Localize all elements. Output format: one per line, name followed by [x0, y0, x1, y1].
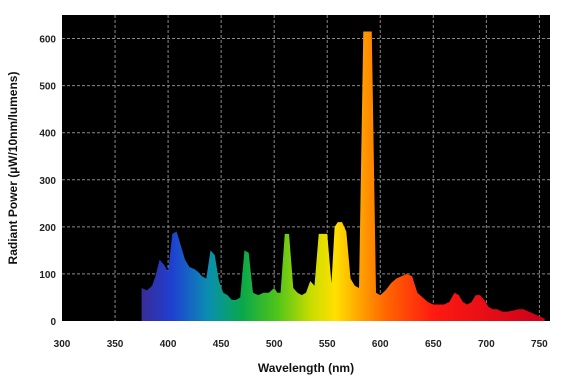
x-tick-label: 450 [213, 339, 230, 350]
y-tick-label: 100 [39, 270, 56, 281]
x-tick-label: 600 [372, 339, 389, 350]
x-tick-label: 700 [478, 339, 495, 350]
x-tick-labels: 300 350 400 450 500 550 600 650 700 750 [54, 339, 549, 350]
x-tick-label: 300 [54, 339, 71, 350]
x-axis-title: Wavelength (nm) [258, 361, 354, 375]
y-tick-label: 0 [50, 317, 56, 328]
y-tick-label: 300 [39, 176, 56, 187]
y-tick-label: 200 [39, 223, 56, 234]
x-tick-label: 500 [266, 339, 283, 350]
x-tick-label: 750 [531, 339, 548, 350]
x-tick-label: 550 [319, 339, 336, 350]
x-tick-label: 350 [107, 339, 124, 350]
spectrum-area [141, 31, 545, 321]
y-tick-label: 600 [39, 35, 56, 46]
plot-background [62, 15, 550, 321]
gridlines [62, 15, 550, 321]
x-tick-label: 650 [425, 339, 442, 350]
y-tick-label: 400 [39, 129, 56, 140]
y-tick-labels: 0 100 200 300 400 500 600 [39, 35, 56, 328]
y-axis-title: Radiant Power (µW/10nm/lumens) [6, 72, 20, 265]
x-tick-label: 400 [160, 339, 177, 350]
y-tick-label: 500 [39, 82, 56, 93]
